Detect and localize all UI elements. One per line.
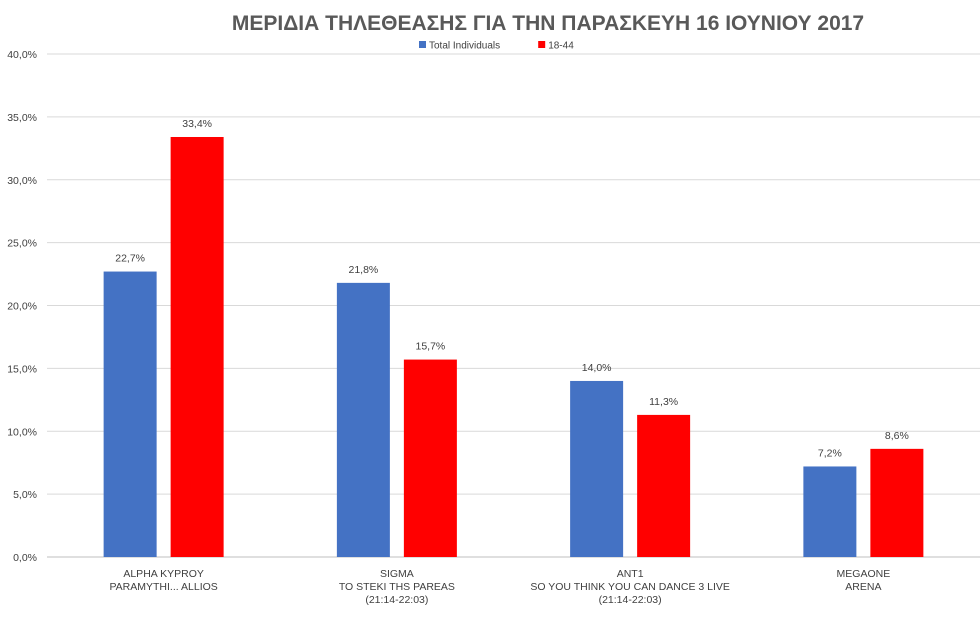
bar bbox=[170, 136, 224, 557]
y-tick-label: 5,0% bbox=[13, 489, 37, 501]
data-label: 7,2% bbox=[818, 447, 842, 459]
bars bbox=[103, 136, 924, 557]
y-tick-label: 30,0% bbox=[7, 175, 37, 187]
data-label: 11,3% bbox=[649, 396, 678, 408]
data-label: 22,7% bbox=[115, 253, 145, 265]
x-tick-label: ALPHA KYPROY bbox=[123, 568, 204, 580]
bar bbox=[570, 380, 624, 557]
y-tick-label: 20,0% bbox=[7, 301, 37, 313]
data-label: 15,7% bbox=[415, 341, 445, 353]
x-tick-label: ANT1 bbox=[617, 568, 644, 580]
y-tick-label: 0,0% bbox=[13, 552, 37, 564]
x-tick-label: (21:14-22:03) bbox=[599, 594, 662, 606]
legend-label: 18-44 bbox=[548, 41, 574, 52]
data-label: 21,8% bbox=[348, 264, 378, 276]
x-tick-label: MEGAONE bbox=[837, 568, 891, 580]
legend-label: Total Individuals bbox=[429, 41, 500, 52]
y-tick-label: 35,0% bbox=[7, 112, 37, 124]
y-tick-label: 15,0% bbox=[7, 363, 37, 375]
legend: Total Individuals 18-44 bbox=[419, 41, 574, 52]
data-label: 14,0% bbox=[582, 362, 612, 374]
y-tick-label: 40,0% bbox=[7, 49, 37, 61]
data-label: 8,6% bbox=[885, 430, 909, 442]
data-label: 33,4% bbox=[182, 118, 212, 130]
data-labels: 22,7% 33,4% 21,8% 15,7% 14,0% 11,3% 7,2% 8,6% bbox=[115, 118, 909, 459]
bar bbox=[336, 282, 390, 557]
x-tick-label: (21:14-22:03) bbox=[365, 594, 428, 606]
bar bbox=[103, 271, 157, 557]
x-tick-label: SIGMA bbox=[380, 568, 414, 580]
bar bbox=[403, 359, 457, 557]
bar bbox=[870, 448, 924, 557]
y-tick-label: 25,0% bbox=[7, 238, 37, 250]
bar bbox=[803, 466, 857, 557]
x-tick-label: ARENA bbox=[845, 581, 881, 593]
bar bbox=[637, 414, 691, 557]
x-tick-label: PARAMYTHI... ALLIOS bbox=[109, 581, 217, 593]
chart-title: ΜΕΡΙΔΙΑ ΤΗΛΕΘΕΑΣΗΣ ΓΙΑ ΤΗΝ ΠΑΡΑΣΚΕΥΗ 16 … bbox=[232, 12, 864, 35]
legend-swatch bbox=[419, 41, 426, 48]
legend-swatch bbox=[538, 41, 546, 48]
y-tick-label: 10,0% bbox=[7, 426, 37, 438]
x-tick-label: TO STEKI THS PAREAS bbox=[339, 581, 455, 593]
x-tick-label: SO YOU THINK YOU CAN DANCE 3 LIVE bbox=[530, 581, 730, 593]
